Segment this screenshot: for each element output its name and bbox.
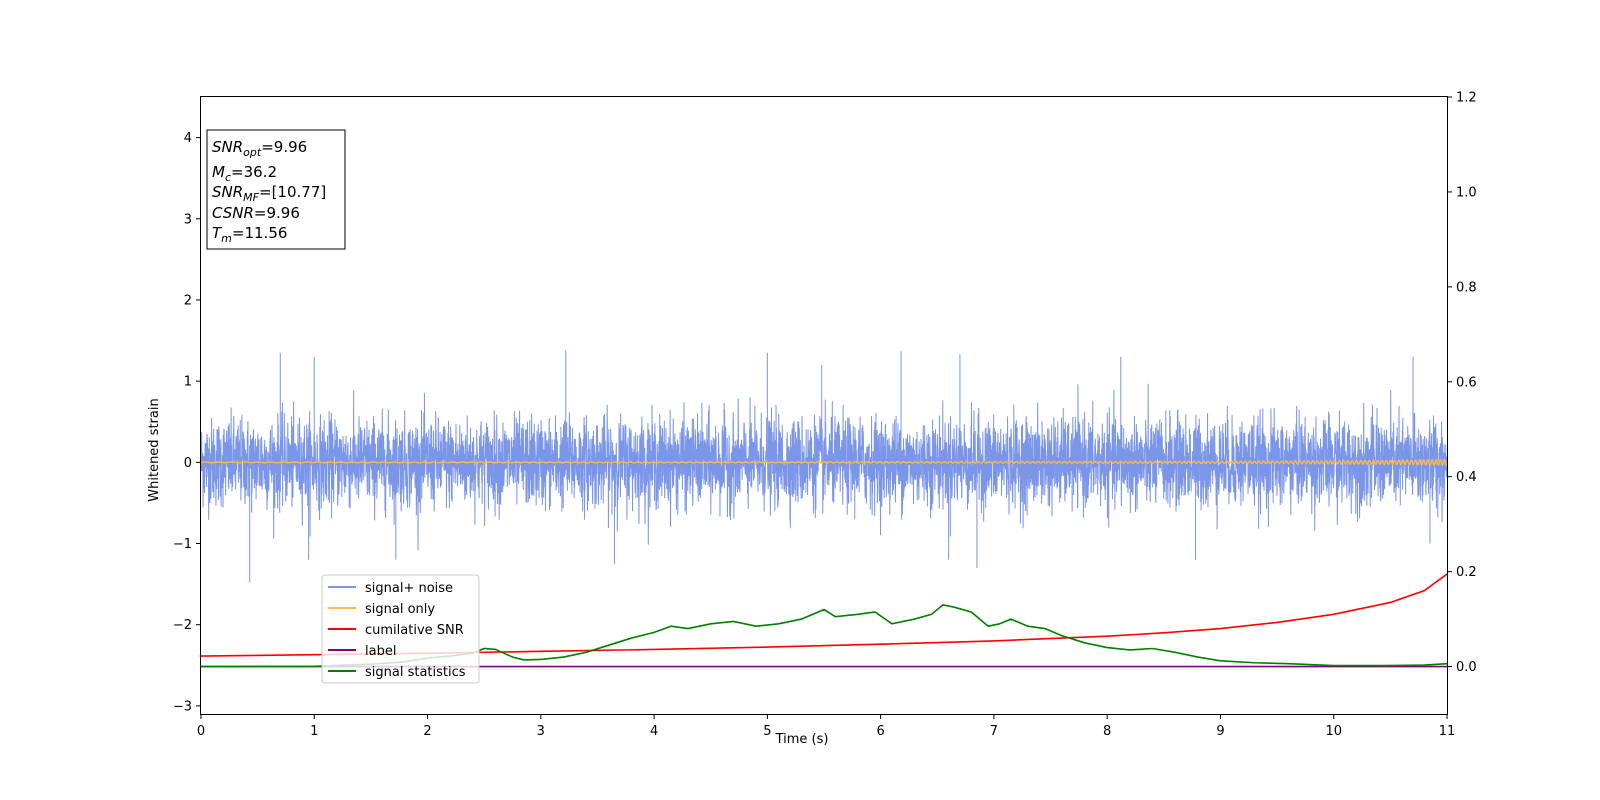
y-right-tick-label: 1.2 xyxy=(1456,91,1477,106)
info-line: Tm=11.56 xyxy=(212,224,287,245)
x-tick-label: 6 xyxy=(876,724,884,739)
plot-frame xyxy=(200,96,1448,715)
series-signal-noise-line xyxy=(201,350,1447,583)
series-signal-statistics-line xyxy=(201,603,1447,668)
x-tick-label: 3 xyxy=(537,724,545,739)
x-tick-label: 1 xyxy=(310,724,318,739)
y-left-tick-label: −1 xyxy=(173,537,192,552)
legend-label: signal statistics xyxy=(365,665,466,680)
x-tick-label: 10 xyxy=(1325,724,1342,739)
info-line: Mc=36.2 xyxy=(212,163,277,184)
y-right-tick-label: 0.8 xyxy=(1456,280,1477,295)
legend: signal+ noise signal only cumilative SNR la… xyxy=(321,574,480,684)
x-tick-label: 2 xyxy=(423,724,431,739)
info-line: SNRopt=9.96 xyxy=(212,138,307,159)
y-left-axis-label: Whitened strain xyxy=(147,398,162,501)
y-left-tick-label: 2 xyxy=(184,293,192,308)
info-line: CSNR=9.96 xyxy=(212,204,300,222)
legend-label: signal+ noise xyxy=(365,581,453,596)
y-left-tick-label: −2 xyxy=(173,618,192,633)
legend-label: signal only xyxy=(365,602,435,617)
x-tick-label: 8 xyxy=(1103,724,1111,739)
y-right-tick-label: 0.6 xyxy=(1456,375,1477,390)
y-right-axis-ticks: 0.0 0.2 0.4 0.6 0.8 1.0 1.2 xyxy=(1447,91,1477,675)
x-tick-label: 4 xyxy=(650,724,658,739)
y-left-tick-label: 4 xyxy=(184,131,192,146)
y-right-tick-label: 1.0 xyxy=(1456,185,1477,200)
info-line: SNRMF=[10.77] xyxy=(212,183,326,204)
y-left-tick-label: 3 xyxy=(184,212,192,227)
info-box: SNRopt=9.96 Mc=36.2SNRMF=[10.77]CSNR=9.96… xyxy=(206,129,346,250)
x-tick-label: 7 xyxy=(990,724,998,739)
series-cumilative-snr-line xyxy=(201,573,1447,657)
y-left-tick-label: 0 xyxy=(184,456,192,471)
x-tick-label: 9 xyxy=(1216,724,1224,739)
y-right-tick-label: 0.0 xyxy=(1456,660,1477,675)
y-right-tick-label: 0.2 xyxy=(1456,565,1477,580)
y-left-axis-ticks: −3 −2 −1 0 1 2 3 4 xyxy=(173,131,201,714)
x-tick-label: 5 xyxy=(763,724,771,739)
x-tick-label: 0 xyxy=(197,724,205,739)
y-left-tick-label: −3 xyxy=(173,699,192,714)
y-left-tick-label: 1 xyxy=(184,375,192,390)
y-right-tick-label: 0.4 xyxy=(1456,470,1477,485)
x-axis-label: Time (s) xyxy=(775,732,829,747)
series-signal-only-line xyxy=(201,458,1447,467)
legend-label: label xyxy=(365,644,396,659)
legend-label: cumilative SNR xyxy=(365,623,464,638)
x-tick-label: 11 xyxy=(1439,724,1456,739)
